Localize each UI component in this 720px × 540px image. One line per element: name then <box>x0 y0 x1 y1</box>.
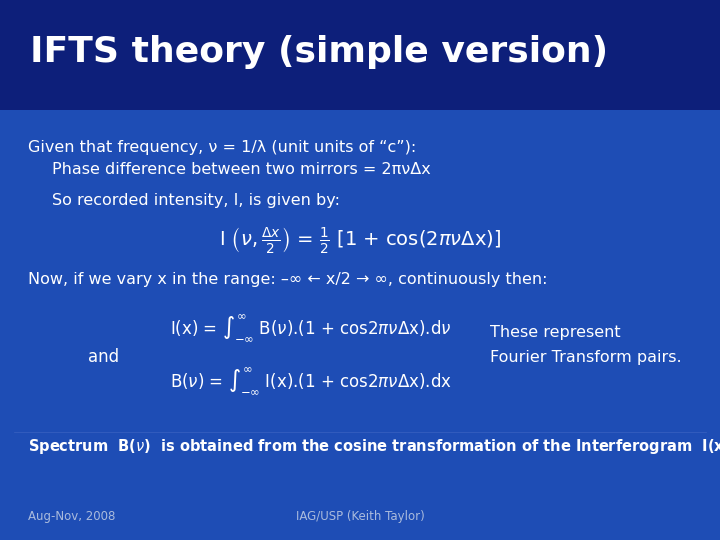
Text: Spectrum  B($\nu$)  is obtained from the cosine transformation of the Interferog: Spectrum B($\nu$) is obtained from the c… <box>28 437 720 456</box>
Text: IFTS theory (simple version): IFTS theory (simple version) <box>30 35 608 69</box>
Text: I $\left(\nu,\frac{\Delta x}{2}\right)$ = $\frac{1}{2}$ [1 + cos(2$\pi\nu\Delta$: I $\left(\nu,\frac{\Delta x}{2}\right)$ … <box>219 225 501 255</box>
Bar <box>0 0 720 110</box>
Text: and: and <box>88 348 119 366</box>
Text: These represent
Fourier Transform pairs.: These represent Fourier Transform pairs. <box>490 325 682 364</box>
Bar <box>0 110 720 540</box>
Text: Phase difference between two mirrors = 2πνΔx: Phase difference between two mirrors = 2… <box>52 162 431 177</box>
Text: I(x) = $\int_{-\infty}^{\infty}$ B($\nu$).(1 + cos2$\pi\nu\Delta$x).d$\nu$: I(x) = $\int_{-\infty}^{\infty}$ B($\nu$… <box>170 312 451 343</box>
Text: Aug-Nov, 2008: Aug-Nov, 2008 <box>28 510 115 523</box>
Text: So recorded intensity, I, is given by:: So recorded intensity, I, is given by: <box>52 193 340 208</box>
Text: Now, if we vary x in the range: –∞ ← x/2 → ∞, continuously then:: Now, if we vary x in the range: –∞ ← x/2… <box>28 272 547 287</box>
Text: IAG/USP (Keith Taylor): IAG/USP (Keith Taylor) <box>296 510 424 523</box>
Text: Given that frequency, ν = 1/λ (unit units of “c”):: Given that frequency, ν = 1/λ (unit unit… <box>28 140 416 155</box>
Text: B($\nu$) = $\int_{-\infty}^{\infty}$ I(x).(1 + cos2$\pi\nu\Delta$x).dx: B($\nu$) = $\int_{-\infty}^{\infty}$ I(x… <box>170 365 452 396</box>
